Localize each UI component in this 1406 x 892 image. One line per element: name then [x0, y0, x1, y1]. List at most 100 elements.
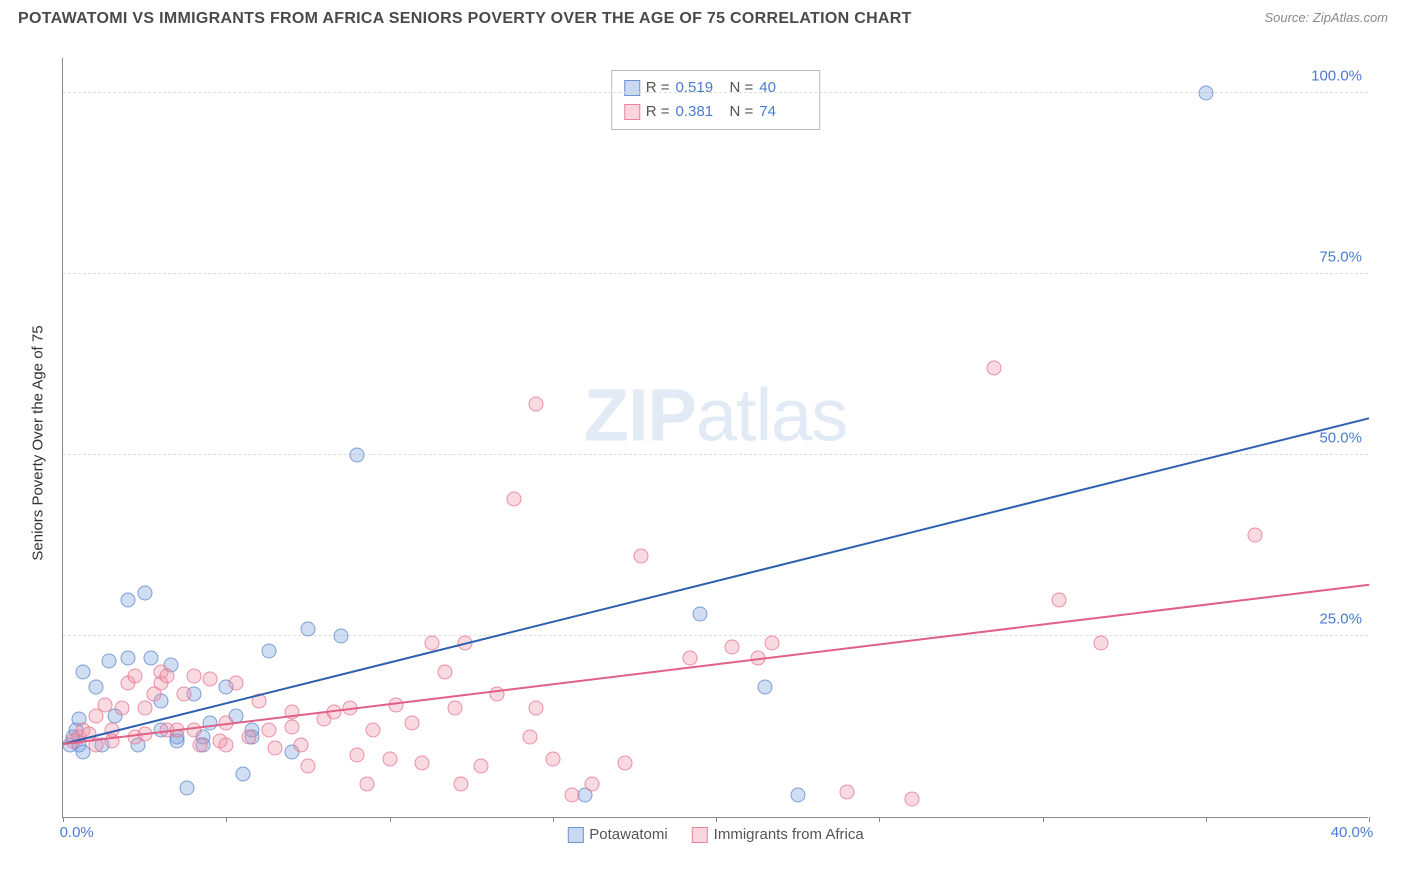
- data-point: [242, 730, 257, 745]
- data-point: [839, 784, 854, 799]
- data-point: [1198, 86, 1213, 101]
- data-point: [98, 697, 113, 712]
- data-point: [986, 361, 1001, 376]
- gridline: [63, 454, 1368, 455]
- x-tick-mark: [1369, 817, 1370, 822]
- series-legend: Potawatomi Immigrants from Africa: [567, 826, 863, 843]
- x-tick-mark: [1206, 817, 1207, 822]
- data-point: [88, 679, 103, 694]
- data-point: [529, 397, 544, 412]
- correlation-legend: R =0.519N =40R =0.381N =74: [611, 70, 821, 130]
- data-point: [415, 755, 430, 770]
- legend-stat-row: R =0.381N =74: [624, 100, 808, 124]
- x-tick-mark: [716, 817, 717, 822]
- n-label: N =: [730, 76, 754, 100]
- data-point: [235, 766, 250, 781]
- data-point: [522, 730, 537, 745]
- data-point: [229, 676, 244, 691]
- data-point: [160, 668, 175, 683]
- gridline: [63, 635, 1368, 636]
- trend-line: [63, 417, 1369, 745]
- data-point: [284, 719, 299, 734]
- x-tick-label: 40.0%: [1331, 824, 1374, 841]
- data-point: [359, 777, 374, 792]
- data-point: [261, 643, 276, 658]
- data-point: [219, 737, 234, 752]
- x-tick-mark: [390, 817, 391, 822]
- data-point: [127, 668, 142, 683]
- chart-area: Seniors Poverty Over the Age of 75 ZIPat…: [48, 48, 1388, 838]
- r-label: R =: [646, 100, 670, 124]
- legend-swatch: [567, 827, 583, 843]
- r-value: 0.381: [676, 100, 724, 124]
- data-point: [438, 665, 453, 680]
- data-point: [333, 629, 348, 644]
- legend-item: Immigrants from Africa: [692, 826, 864, 843]
- data-point: [682, 650, 697, 665]
- legend-stat-row: R =0.519N =40: [624, 76, 808, 100]
- x-tick-label: 0.0%: [60, 824, 94, 841]
- x-tick-mark: [879, 817, 880, 822]
- scatter-plot: ZIPatlas R =0.519N =40R =0.381N =74 Pota…: [62, 58, 1368, 818]
- data-point: [382, 752, 397, 767]
- data-point: [186, 723, 201, 738]
- gridline: [63, 273, 1368, 274]
- n-label: N =: [730, 100, 754, 124]
- x-tick-mark: [226, 817, 227, 822]
- y-tick-label: 50.0%: [1319, 430, 1362, 447]
- legend-swatch: [624, 80, 640, 96]
- data-point: [300, 759, 315, 774]
- data-point: [545, 752, 560, 767]
- data-point: [349, 748, 364, 763]
- data-point: [137, 701, 152, 716]
- data-point: [405, 715, 420, 730]
- data-point: [529, 701, 544, 716]
- chart-title: POTAWATOMI VS IMMIGRANTS FROM AFRICA SEN…: [18, 10, 912, 28]
- watermark: ZIPatlas: [584, 372, 847, 457]
- data-point: [202, 672, 217, 687]
- data-point: [180, 781, 195, 796]
- data-point: [617, 755, 632, 770]
- data-point: [506, 491, 521, 506]
- data-point: [447, 701, 462, 716]
- data-point: [144, 650, 159, 665]
- data-point: [757, 679, 772, 694]
- n-value: 74: [759, 100, 807, 124]
- legend-label: Potawatomi: [589, 826, 667, 843]
- data-point: [565, 788, 580, 803]
- trend-line: [63, 583, 1369, 744]
- data-point: [202, 715, 217, 730]
- data-point: [121, 650, 136, 665]
- data-point: [186, 668, 201, 683]
- data-point: [268, 741, 283, 756]
- y-tick-label: 75.0%: [1319, 249, 1362, 266]
- data-point: [725, 639, 740, 654]
- source-attribution: Source: ZipAtlas.com: [1264, 10, 1388, 25]
- gridline: [63, 92, 1368, 93]
- data-point: [1094, 636, 1109, 651]
- chart-header: POTAWATOMI VS IMMIGRANTS FROM AFRICA SEN…: [0, 0, 1406, 34]
- data-point: [473, 759, 488, 774]
- data-point: [349, 448, 364, 463]
- data-point: [1051, 592, 1066, 607]
- legend-label: Immigrants from Africa: [714, 826, 864, 843]
- data-point: [790, 788, 805, 803]
- data-point: [692, 607, 707, 622]
- data-point: [633, 549, 648, 564]
- data-point: [300, 621, 315, 636]
- data-point: [584, 777, 599, 792]
- data-point: [101, 654, 116, 669]
- data-point: [294, 737, 309, 752]
- legend-item: Potawatomi: [567, 826, 667, 843]
- legend-swatch: [624, 104, 640, 120]
- r-label: R =: [646, 76, 670, 100]
- data-point: [176, 686, 191, 701]
- data-point: [454, 777, 469, 792]
- y-axis-label: Seniors Poverty Over the Age of 75: [30, 325, 47, 560]
- x-tick-mark: [63, 817, 64, 822]
- x-tick-mark: [553, 817, 554, 822]
- data-point: [904, 791, 919, 806]
- data-point: [1247, 527, 1262, 542]
- data-point: [114, 701, 129, 716]
- data-point: [764, 636, 779, 651]
